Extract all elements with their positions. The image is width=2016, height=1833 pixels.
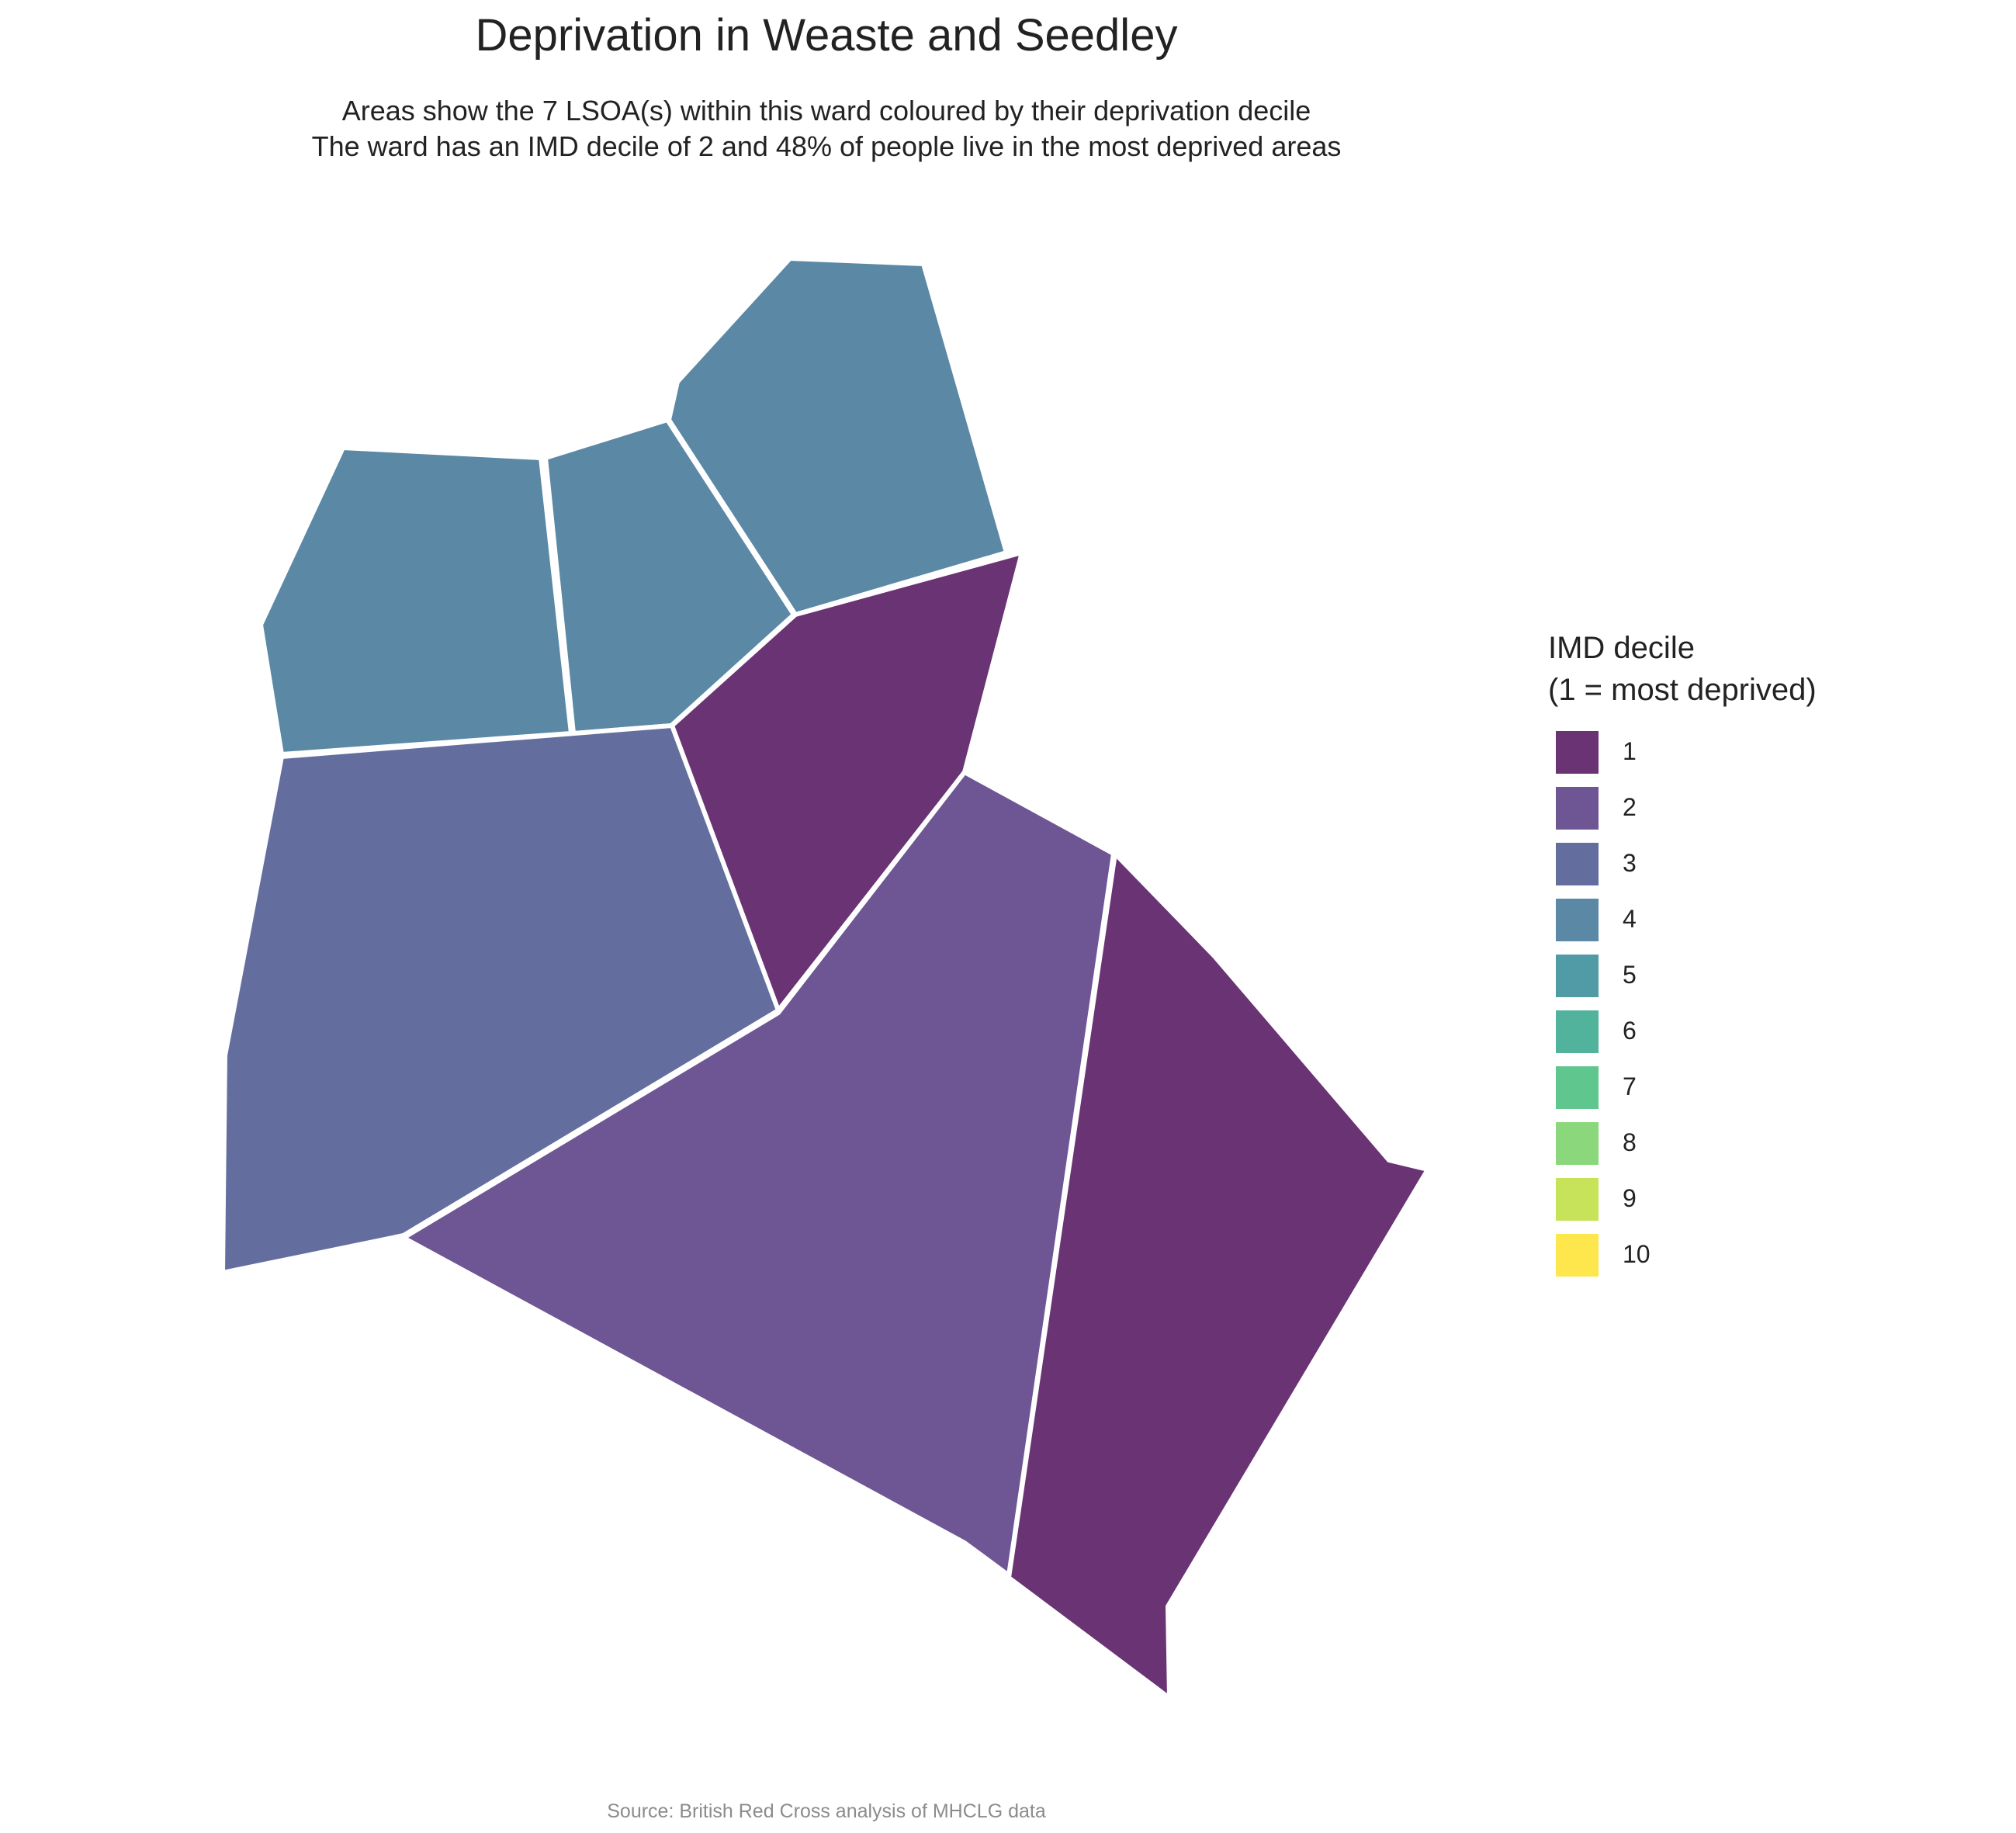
legend-swatch bbox=[1556, 787, 1599, 830]
legend-item: 4 bbox=[1548, 899, 1817, 955]
legend-item: 8 bbox=[1548, 1122, 1817, 1178]
legend-item: 7 bbox=[1548, 1066, 1817, 1122]
legend-item: 2 bbox=[1548, 787, 1817, 843]
lsoa-west-north[interactable] bbox=[258, 445, 573, 757]
lsoa-south-east[interactable] bbox=[1006, 851, 1430, 1700]
legend-swatch bbox=[1556, 899, 1599, 941]
legend-label: 1 bbox=[1623, 737, 1637, 765]
legend-item: 10 bbox=[1548, 1234, 1817, 1290]
legend-label: 2 bbox=[1623, 793, 1637, 821]
legend-swatch bbox=[1556, 843, 1599, 885]
legend-swatch bbox=[1556, 1234, 1599, 1277]
legend-swatch bbox=[1556, 1178, 1599, 1221]
legend-title-line1: IMD decile bbox=[1548, 631, 1695, 665]
legend-swatch bbox=[1556, 955, 1599, 997]
legend-title-line2: (1 = most deprived) bbox=[1548, 673, 1817, 707]
legend-label: 5 bbox=[1623, 961, 1637, 989]
legend: IMD decile (1 = most deprived) 1 2 3 4 5… bbox=[1548, 627, 1817, 1290]
legend-item: 3 bbox=[1548, 843, 1817, 899]
legend-label: 3 bbox=[1623, 849, 1637, 877]
legend-label: 10 bbox=[1623, 1240, 1651, 1268]
map-title: Deprivation in Weaste and Seedley bbox=[475, 10, 1178, 61]
legend-label: 7 bbox=[1623, 1072, 1637, 1100]
legend-label: 9 bbox=[1623, 1184, 1637, 1212]
legend-label: 6 bbox=[1623, 1017, 1637, 1045]
legend-swatch bbox=[1556, 1122, 1599, 1165]
legend-item: 1 bbox=[1548, 731, 1817, 787]
legend-swatch bbox=[1556, 731, 1599, 774]
legend-item: 5 bbox=[1548, 955, 1817, 1010]
legend-item: 9 bbox=[1548, 1178, 1817, 1234]
legend-swatch bbox=[1556, 1066, 1599, 1109]
legend-items: 1 2 3 4 5 6 7 8 bbox=[1548, 731, 1817, 1290]
legend-label: 4 bbox=[1623, 905, 1637, 933]
source-caption: Source: British Red Cross analysis of MH… bbox=[607, 1800, 1046, 1822]
legend-label: 8 bbox=[1623, 1128, 1637, 1156]
legend-swatch bbox=[1556, 1010, 1599, 1053]
map-subtitle-line2: The ward has an IMD decile of 2 and 48% … bbox=[311, 130, 1342, 162]
legend-item: 6 bbox=[1548, 1010, 1817, 1066]
map-subtitle-line1: Areas show the 7 LSOA(s) within this war… bbox=[341, 95, 1311, 126]
